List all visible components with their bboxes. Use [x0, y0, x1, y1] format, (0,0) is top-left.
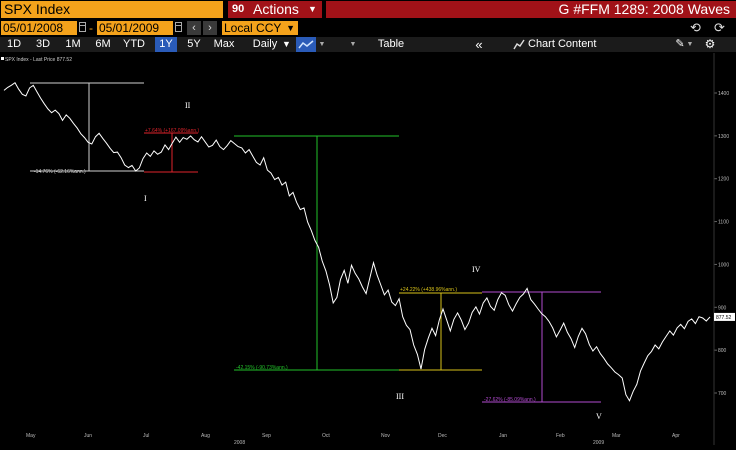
gear-icon[interactable]: ⚙ — [704, 37, 716, 51]
line-chart-icon[interactable] — [296, 37, 316, 52]
period-6m-button[interactable]: 6M — [95, 38, 111, 50]
x-tick-label: Feb — [556, 433, 565, 439]
y-tick-label: 1300 — [718, 134, 729, 140]
wave-label-v: V — [596, 412, 602, 421]
frequency-select[interactable]: Daily — [245, 37, 285, 52]
date-separator: - — [89, 21, 93, 35]
x-year-label: 2008 — [234, 440, 245, 445]
chart-content-icon — [512, 37, 526, 52]
y-tick-label: 1200 — [718, 177, 729, 183]
last-price-label: 877.52 — [716, 315, 732, 321]
x-tick-label: Jul — [143, 433, 149, 439]
calendar-icon[interactable] — [79, 22, 86, 32]
x-tick-label: Jun — [84, 433, 92, 439]
chart-content-button[interactable]: Chart Content — [528, 38, 597, 50]
y-tick-label: 1000 — [718, 262, 729, 268]
y-tick-label: 1400 — [718, 91, 729, 97]
period-1m-button[interactable]: 1M — [65, 38, 81, 50]
table-button[interactable]: Table — [377, 38, 405, 50]
wave-label-i: I — [144, 194, 147, 203]
caret-down-icon: ▼ — [308, 4, 317, 14]
x-tick-label: Aug — [201, 433, 210, 439]
y-tick-label: 1100 — [718, 220, 729, 226]
x-tick-label: Jan — [499, 433, 507, 439]
caret-down-icon: ▼ — [286, 23, 295, 33]
wave-iv-change-label: +24.22% (+438.96%ann.) — [400, 287, 457, 293]
caret-down-icon[interactable]: ▼ — [349, 41, 357, 48]
y-tick-label: 800 — [718, 348, 727, 354]
actions-menu-button[interactable]: 90 Actions ▼ — [228, 1, 322, 18]
legend-label: SPX Index - Last Price 877.52 — [5, 57, 72, 63]
y-tick-label: 700 — [718, 391, 727, 397]
window-title-bar: G #FFM 1289: 2008 Waves — [326, 1, 736, 18]
chevron-right-icon[interactable]: › — [203, 21, 217, 35]
period-1y-button[interactable]: 1Y — [155, 37, 177, 52]
edit-icon[interactable]: ✎ — [675, 38, 685, 50]
period-1d-button[interactable]: 1D — [6, 38, 22, 50]
wave-i-change-label: -14.76% (-62.16%ann.) — [34, 169, 86, 175]
price-series-line — [3, 81, 711, 402]
window-title: G #FFM 1289: 2008 Waves — [558, 1, 730, 17]
x-tick-label: Mar — [612, 433, 621, 439]
period-ytd-button[interactable]: YTD — [123, 38, 145, 50]
caret-down-icon[interactable]: ▼ — [686, 41, 694, 48]
title-row: SPX Index 90 Actions ▼ G #FFM 1289: 2008… — [0, 0, 736, 19]
actions-label: Actions — [253, 1, 299, 17]
ticker-input[interactable]: SPX Index — [1, 1, 223, 18]
currency-label: Local CCY — [224, 21, 282, 35]
chart-toolbar: 1D 3D 1M 6M YTD 1Y 5Y Max Daily ▼ ▼ ▼ Ta… — [0, 37, 736, 52]
start-date-field[interactable]: 05/01/2008 — [1, 21, 77, 35]
x-tick-label: Oct — [322, 433, 330, 439]
calendar-icon[interactable] — [175, 22, 182, 32]
x-year-label: 2009 — [593, 440, 604, 445]
legend-swatch — [1, 57, 4, 60]
wave-label-iii: III — [396, 392, 404, 401]
wave-ii-change-label: +7.64% (+167.09%ann.) — [145, 128, 200, 134]
x-tick-label: May — [26, 433, 36, 439]
x-tick-label: Sep — [262, 433, 271, 439]
wave-label-iv: IV — [472, 265, 481, 274]
currency-select[interactable]: Local CCY ▼ — [222, 21, 298, 35]
x-tick-label: Dec — [438, 433, 447, 439]
period-max-button[interactable]: Max — [213, 38, 235, 50]
period-5y-button[interactable]: 5Y — [187, 38, 201, 50]
period-3d-button[interactable]: 3D — [35, 38, 51, 50]
undo-icon[interactable]: ⟲ — [690, 20, 701, 35]
last-price-tag — [714, 312, 735, 321]
wave-label-ii: II — [185, 101, 191, 110]
price-chart: 700 800 900 1000 1100 1200 1300 1400 May Jun Jul A… — [0, 53, 736, 446]
wave-iii-change-label: -42.15% (-90.73%ann.) — [236, 365, 288, 371]
date-range-row: 05/01/2008 - 05/01/2009 ‹ › Local CCY ▼ … — [0, 20, 736, 36]
frequency-label: Daily — [252, 38, 278, 50]
redo-icon[interactable]: ⟳ — [714, 20, 725, 35]
caret-down-icon[interactable]: ▼ — [318, 41, 326, 48]
x-tick-label: Apr — [672, 433, 680, 439]
end-date-field[interactable]: 05/01/2009 — [97, 21, 173, 35]
x-tick-label: Nov — [381, 433, 390, 439]
chart-canvas: 700 800 900 1000 1100 1200 1300 1400 May Jun Jul A… — [1, 53, 735, 446]
chevron-left-icon[interactable]: ‹ — [187, 21, 201, 35]
y-tick-label: 900 — [718, 305, 727, 311]
wave-v-change-label: -27.62% (-85.09%ann.) — [484, 397, 536, 403]
actions-icon: 90 — [232, 3, 245, 15]
double-chevron-left-icon[interactable]: « — [475, 37, 483, 52]
caret-down-icon: ▼ — [282, 39, 291, 49]
